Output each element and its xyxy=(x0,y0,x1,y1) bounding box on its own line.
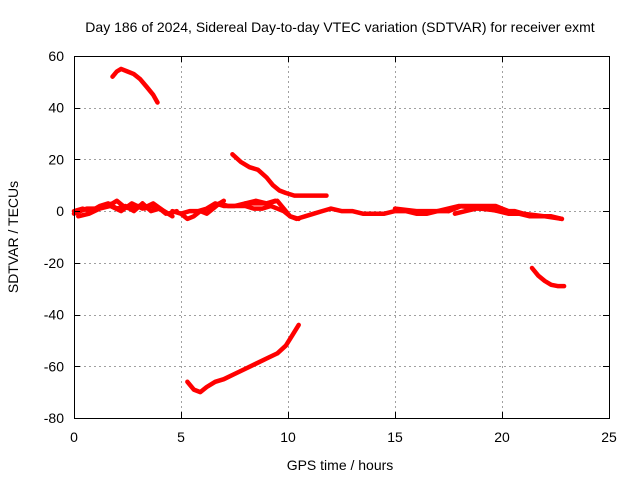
series-arc-low-morning xyxy=(185,322,301,395)
series-baseline-early-b xyxy=(71,201,169,216)
plot-frame xyxy=(74,56,610,419)
x-tick-label: 15 xyxy=(387,429,403,445)
y-tick-label: 0 xyxy=(56,203,64,219)
series-arc-mid-descending xyxy=(230,152,329,198)
series-baseline-midday xyxy=(217,201,334,222)
y-tick-label: -80 xyxy=(44,410,64,426)
x-tick-label: 10 xyxy=(280,429,296,445)
x-axis-label: GPS time / hours xyxy=(287,457,394,473)
x-tick-label: 25 xyxy=(601,429,617,445)
y-tick-label: -40 xyxy=(44,307,64,323)
y-tick-label: 20 xyxy=(48,151,64,167)
y-axis-label: SDTVAR / TECUs xyxy=(5,181,21,293)
series-arc-top-early xyxy=(110,66,160,105)
series-baseline-late xyxy=(392,203,565,222)
series-baseline-early-c xyxy=(76,201,175,219)
y-tick-label: -60 xyxy=(44,358,64,374)
x-tick-label: 20 xyxy=(494,429,510,445)
y-tick-label: -20 xyxy=(44,255,64,271)
y-tick-label: 60 xyxy=(48,48,64,64)
y-tick-label: 40 xyxy=(48,100,64,116)
x-tick-label: 5 xyxy=(177,429,185,445)
axis-ticks: 0 5 10 15 20 25 -80 -60 -40 -20 0 20 40 60 xyxy=(44,48,617,445)
data-series-group xyxy=(71,66,567,395)
x-tick-label: 0 xyxy=(70,429,78,445)
series-baseline-midday-b xyxy=(242,198,301,222)
series-arc-late-negative xyxy=(529,265,567,289)
grid-lines xyxy=(74,56,609,418)
chart-title: Day 186 of 2024, Sidereal Day-to-day VTE… xyxy=(85,19,594,35)
